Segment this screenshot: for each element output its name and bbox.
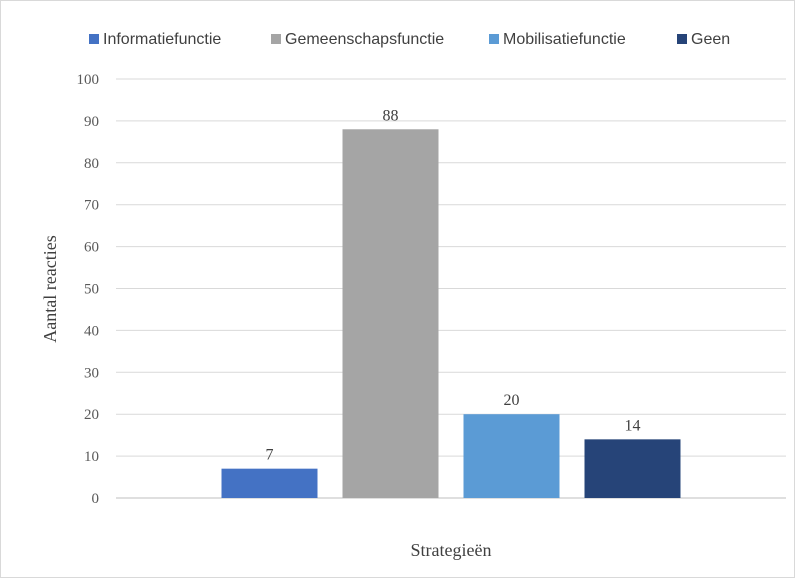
data-label-gemeenschapsfunctie: 88 [383,107,399,124]
data-labels: 7 88 20 14 [266,107,641,463]
bar-mobilisatiefunctie [463,414,560,498]
bar-gemeenschapsfunctie [342,129,439,498]
y-tick-label: 10 [84,449,99,465]
legend-swatch-geen [677,34,687,44]
data-label-mobilisatiefunctie: 20 [504,392,520,409]
legend: Informatiefunctie Gemeenschapsfunctie Mobi… [89,31,730,48]
y-tick-label: 60 [84,240,99,256]
y-tick-label: 20 [84,407,99,423]
data-label-informatiefunctie: 7 [266,447,274,464]
bar-geen [584,439,681,498]
legend-label-geen: Geen [691,31,730,48]
y-axis-title: Aantal reacties [40,235,60,342]
gridlines [116,78,786,499]
y-axis-ticks: 0 10 20 30 40 50 60 70 80 90 100 [77,72,100,507]
y-tick-label: 40 [84,323,99,339]
legend-swatch-gemeenschapsfunctie [271,34,281,44]
legend-label-gemeenschapsfunctie: Gemeenschapsfunctie [285,31,444,48]
legend-label-mobilisatiefunctie: Mobilisatiefunctie [503,31,626,48]
y-tick-label: 50 [84,282,99,298]
legend-swatch-informatiefunctie [89,34,99,44]
y-tick-label: 90 [84,114,99,130]
legend-swatch-mobilisatiefunctie [489,34,499,44]
y-tick-label: 0 [92,491,100,507]
y-tick-label: 100 [77,72,100,88]
y-tick-label: 70 [84,198,99,214]
legend-label-informatiefunctie: Informatiefunctie [103,31,221,48]
y-tick-label: 80 [84,156,99,172]
y-tick-label: 30 [84,365,99,381]
bar-informatiefunctie [221,468,318,498]
data-label-geen: 14 [625,417,641,434]
x-axis-title: Strategieën [411,540,492,560]
bars [221,129,681,498]
